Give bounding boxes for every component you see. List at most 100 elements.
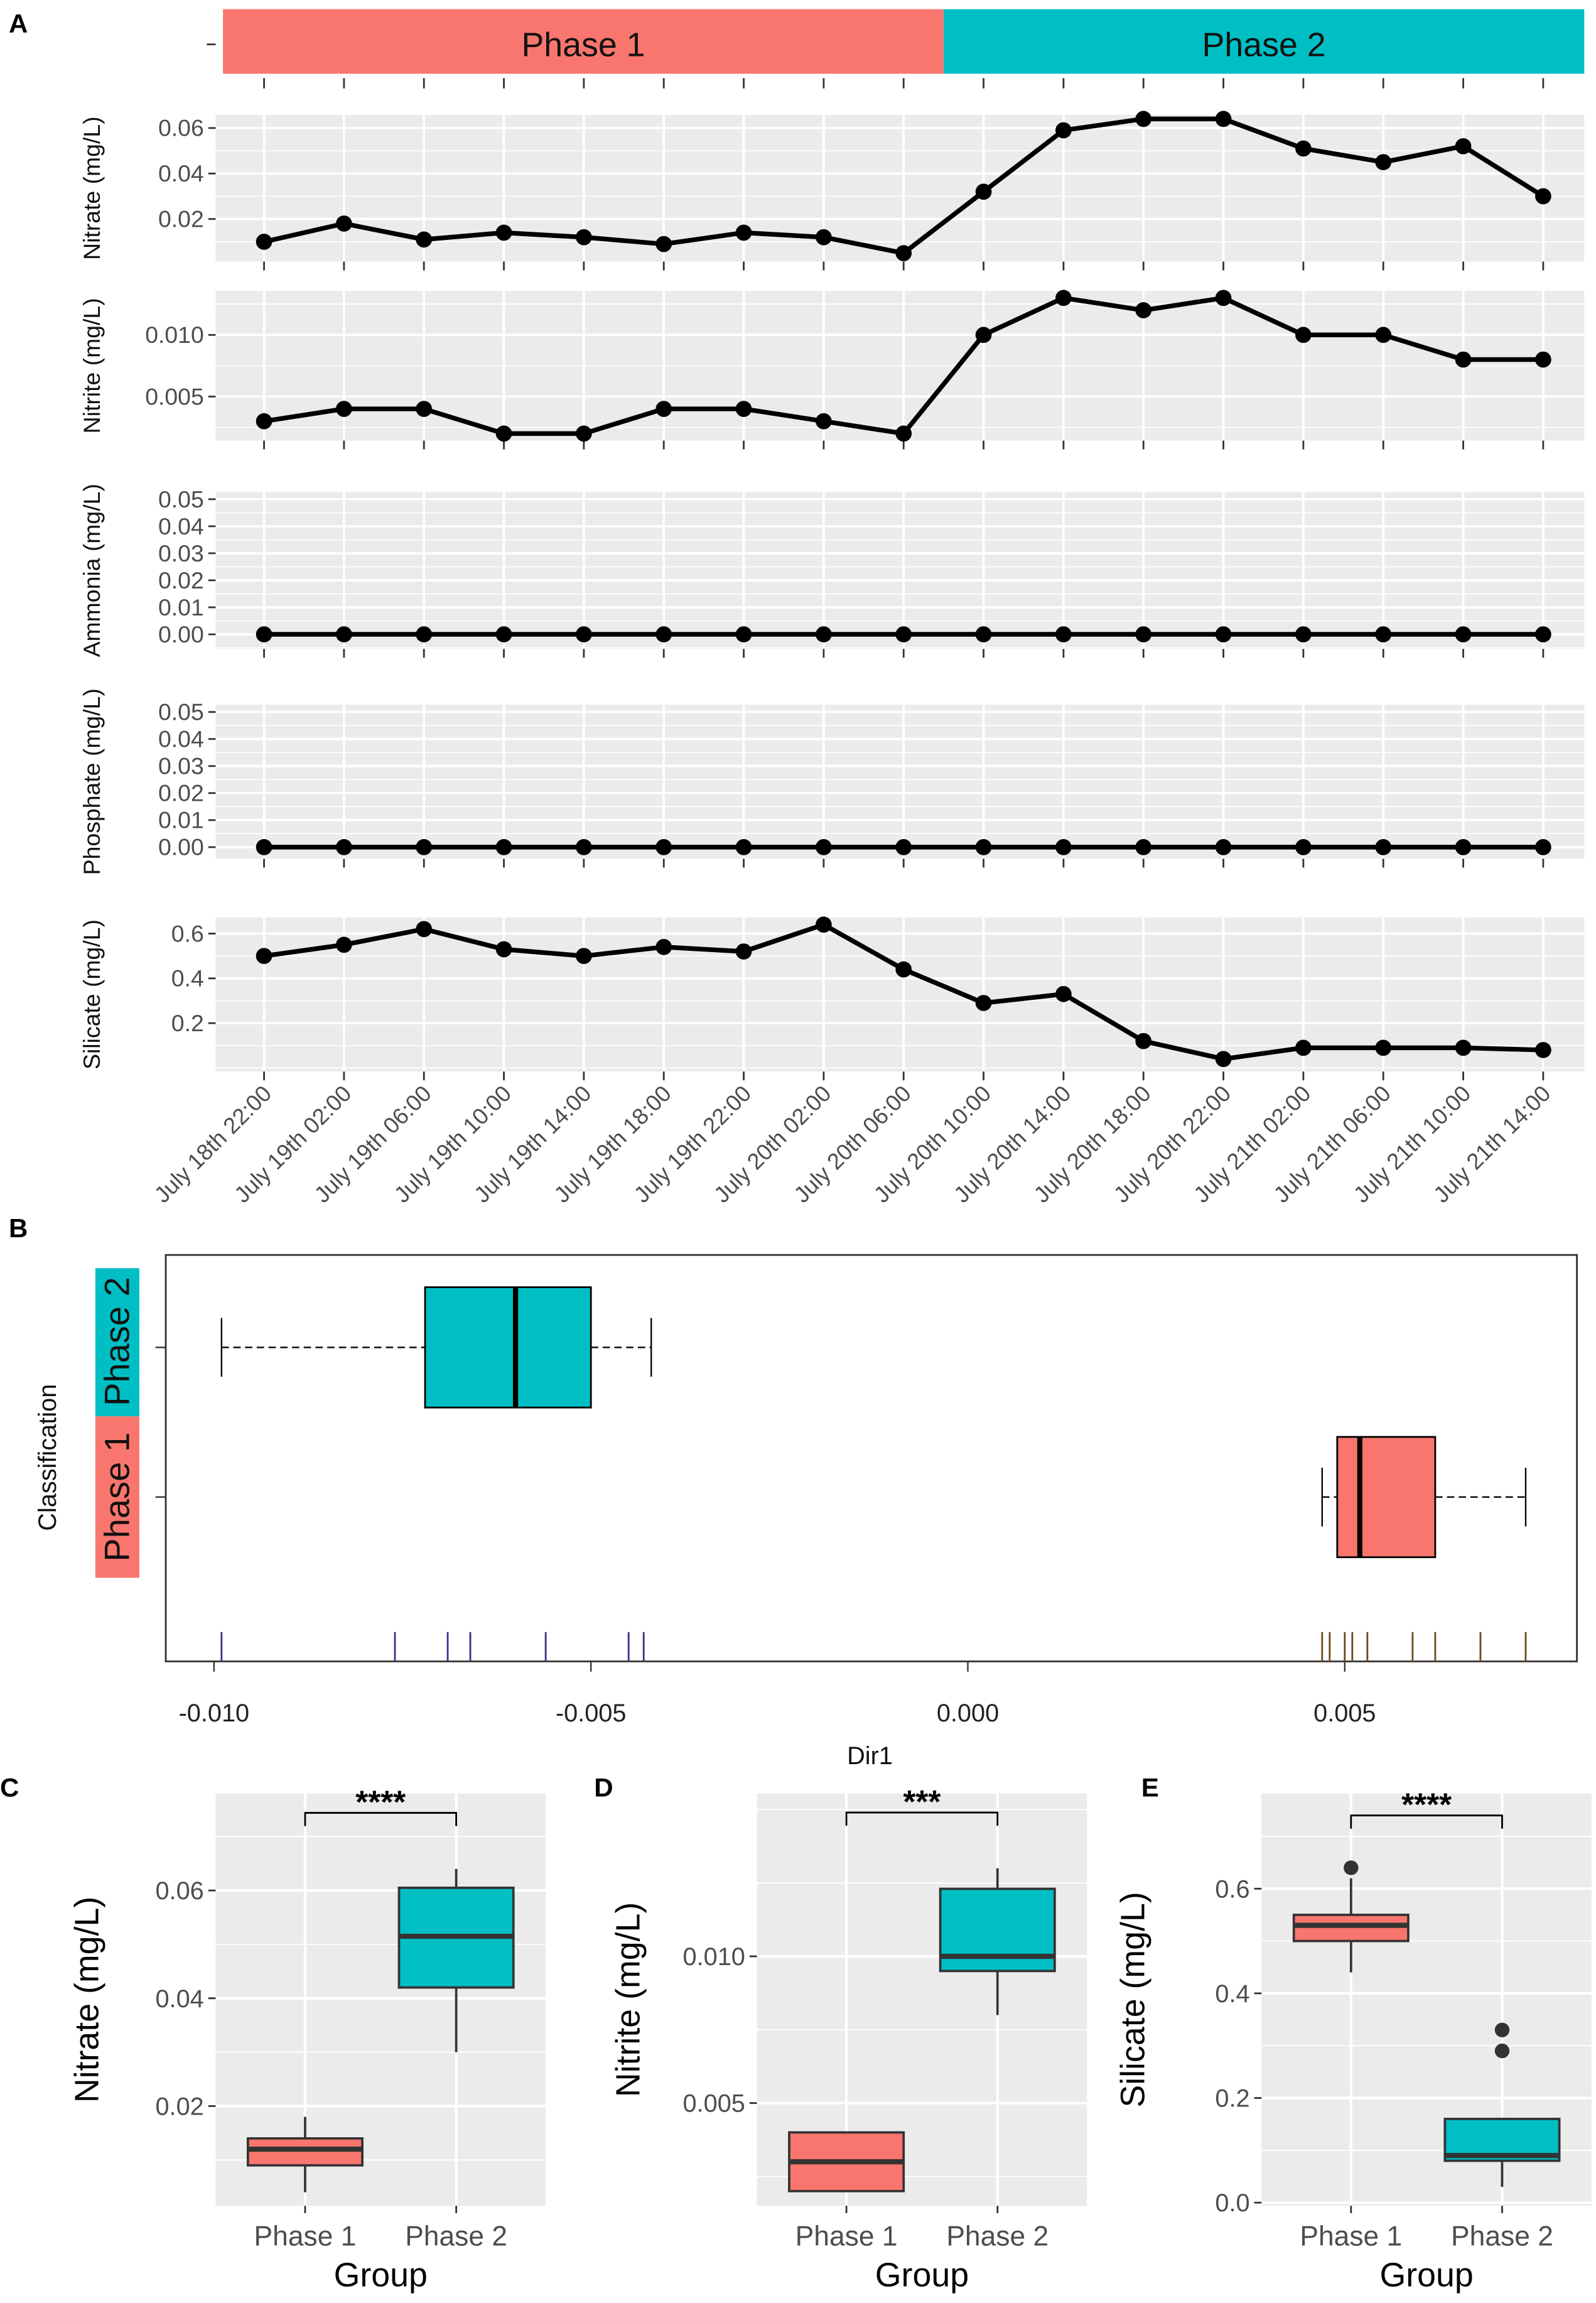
data-point-nitrite [495,425,512,442]
data-point-nitrate [336,215,352,232]
y-axis-label: Silicate (mg/L) [1114,1892,1151,2107]
x-tick-label: 0.000 [937,1699,999,1727]
data-point-ammonia [1295,626,1312,642]
y-tick-label: 0.2 [1215,2085,1249,2113]
data-point-silicate [495,941,512,958]
data-point-ammonia [416,626,433,642]
box-phase-1 [1336,1436,1437,1558]
y-tick-label: 0.05 [158,699,204,725]
phase-1-label-bg [95,1416,139,1578]
data-point-ammonia [816,626,832,642]
data-point-nitrite [816,413,832,430]
y-tick-label: 0.04 [158,160,204,187]
data-point-phosphate [735,839,752,855]
x-tick-label: Phase 1 [1300,2221,1402,2252]
data-point-phosphate [495,839,512,855]
outlier-point [1494,2043,1510,2059]
x-tick-label: Phase 2 [946,2221,1049,2252]
data-point-nitrate [1055,122,1072,139]
x-tick-label: Phase 2 [1451,2221,1553,2252]
data-point-nitrate [1375,154,1392,171]
y-axis-label-silicate: Silicate (mg/L) [78,919,105,1070]
data-point-silicate [975,995,992,1011]
x-axis-label-group: Group [875,2257,969,2294]
y-tick-label: 0.01 [158,594,204,620]
y-tick-label: 0.010 [683,1943,745,1971]
data-point-nitrate [1295,140,1312,157]
data-point-phosphate [655,839,672,855]
y-tick-label: 0.005 [145,383,204,409]
phase-2-label-bg [95,1268,139,1417]
y-axis-label-phosphate: Phosphate (mg/L) [78,688,105,875]
x-tick-label: 0.005 [1313,1699,1376,1727]
y-tick-label: 0.04 [158,513,204,539]
data-point-ammonia [975,626,992,642]
data-point-nitrite [1215,290,1232,306]
y-tick-label: 0.4 [171,965,204,992]
y-tick-label: 0.4 [1215,1980,1249,2008]
panel-letter-B: B [9,1213,28,1243]
outlier-point [1494,2022,1510,2037]
data-point-silicate [1215,1051,1232,1068]
data-point-ammonia [895,626,912,642]
data-point-nitrite [1455,351,1472,368]
data-point-silicate [1455,1039,1472,1056]
data-point-silicate [416,921,433,938]
data-point-nitrite [895,425,912,442]
panel-letter-D: D [594,1772,613,1802]
phase-1-strip [223,9,944,74]
data-point-silicate [735,943,752,960]
data-point-nitrite [576,425,592,442]
data-point-silicate [576,948,592,965]
y-tick-label: 0.005 [683,2090,745,2118]
x-tick-label: Phase 1 [254,2221,357,2252]
data-point-silicate [1135,1032,1152,1049]
y-axis-label-classification: Classification [34,1384,62,1531]
data-point-nitrate [416,231,433,248]
data-point-phosphate [975,839,992,855]
data-point-ammonia [336,626,352,642]
data-point-silicate [256,948,272,965]
data-point-silicate [655,939,672,955]
x-axis-label-dir1: Dir1 [847,1742,893,1770]
y-tick-label: 0.010 [145,322,204,348]
data-point-nitrite [1135,302,1152,318]
y-tick-label: 0.02 [158,567,204,593]
data-point-nitrite [975,327,992,344]
box-phase-2 [424,1286,592,1409]
panel-letter-A: A [9,9,28,38]
x-tick-label: Phase 1 [795,2221,898,2252]
data-point-silicate [1295,1039,1312,1056]
data-point-phosphate [1535,839,1551,855]
data-point-silicate [1055,985,1072,1002]
y-tick-label: 0.02 [155,2093,203,2120]
data-point-ammonia [735,626,752,642]
y-tick-label: 0.00 [158,621,204,648]
data-point-ammonia [655,626,672,642]
y-tick-label: 0.02 [158,206,204,232]
data-point-phosphate [1055,839,1072,855]
data-point-silicate [1375,1039,1392,1056]
data-point-phosphate [1135,839,1152,855]
y-tick-label: 0.06 [158,115,204,141]
significance-bracket [304,1812,458,1826]
data-point-phosphate [816,839,832,855]
y-tick-label: 0.01 [158,807,204,833]
y-tick-label: 0.05 [158,486,204,512]
data-point-nitrite [1295,327,1312,344]
data-point-nitrate [1215,111,1232,127]
y-tick-label: 0.2 [171,1010,204,1036]
box-phase-1 [246,2137,364,2167]
y-tick-label: 0.6 [1215,1875,1249,1903]
data-point-ammonia [576,626,592,642]
data-point-nitrate [495,224,512,241]
data-point-phosphate [336,839,352,855]
phase-2-strip [943,9,1585,74]
y-tick-label: 0.0 [1215,2189,1249,2217]
data-point-nitrite [1055,290,1072,306]
significance-bracket [1350,1814,1503,1829]
phase-1-strip-label: Phase 1 [521,26,645,63]
data-point-nitrite [1535,351,1551,368]
panel-background-ammonia [215,492,1585,649]
data-point-ammonia [1055,626,1072,642]
